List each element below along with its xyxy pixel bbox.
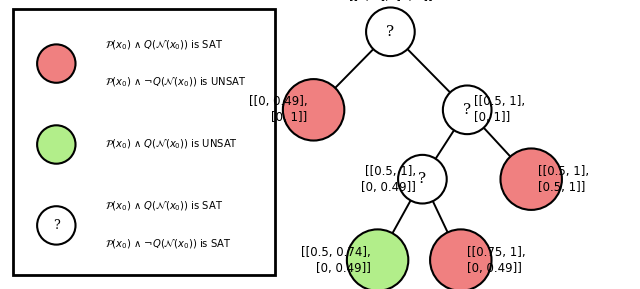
Text: $\mathcal{P}(x_0)$ $\wedge$ $\neg Q(\mathcal{N}(x_0))$ is SAT: $\mathcal{P}(x_0)$ $\wedge$ $\neg Q(\mat…	[106, 237, 232, 251]
Text: ?: ?	[53, 219, 60, 232]
Text: [[0, 1],  [0, 1]]: [[0, 1], [0, 1]]	[349, 0, 432, 3]
Ellipse shape	[430, 229, 492, 289]
Ellipse shape	[37, 206, 76, 244]
Ellipse shape	[366, 8, 415, 56]
Text: ?: ?	[387, 25, 394, 39]
Ellipse shape	[347, 229, 408, 289]
Bar	[13, 9, 275, 275]
Ellipse shape	[37, 125, 76, 164]
Ellipse shape	[443, 86, 492, 134]
Text: $\mathcal{P}(x_0)$ $\wedge$ $Q(\mathcal{N}(x_0))$ is SAT: $\mathcal{P}(x_0)$ $\wedge$ $Q(\mathcal{…	[106, 38, 223, 52]
Text: [[0.75, 1],
[0, 0.49]]: [[0.75, 1], [0, 0.49]]	[467, 246, 526, 275]
Ellipse shape	[398, 155, 447, 203]
Ellipse shape	[283, 79, 344, 140]
Text: $\mathcal{P}(x_0)$ $\wedge$ $\neg Q(\mathcal{N}(x_0))$ is UNSAT: $\mathcal{P}(x_0)$ $\wedge$ $\neg Q(\mat…	[106, 75, 246, 89]
Text: $\mathcal{P}(x_0)$ $\wedge$ $Q(\mathcal{N}(x_0))$ is UNSAT: $\mathcal{P}(x_0)$ $\wedge$ $Q(\mathcal{…	[106, 138, 238, 151]
Ellipse shape	[37, 45, 76, 83]
Text: $\mathcal{P}(x_0)$ $\wedge$ $Q(\mathcal{N}(x_0))$ is SAT: $\mathcal{P}(x_0)$ $\wedge$ $Q(\mathcal{…	[106, 200, 223, 214]
Text: [[0.5, 0.74],
[0, 0.49]]: [[0.5, 0.74], [0, 0.49]]	[301, 246, 371, 275]
Text: [[0.5, 1],
[0, 0.49]]: [[0.5, 1], [0, 0.49]]	[361, 165, 416, 194]
Ellipse shape	[500, 149, 562, 210]
Text: ?: ?	[419, 172, 426, 186]
Text: ?: ?	[463, 103, 471, 117]
Text: [[0.5, 1],
[0.5, 1]]: [[0.5, 1], [0.5, 1]]	[538, 165, 589, 194]
Text: [[0.5, 1],
[0, 1]]: [[0.5, 1], [0, 1]]	[474, 95, 525, 124]
Text: [[0, 0.49],
[0, 1]]: [[0, 0.49], [0, 1]]	[248, 95, 307, 124]
